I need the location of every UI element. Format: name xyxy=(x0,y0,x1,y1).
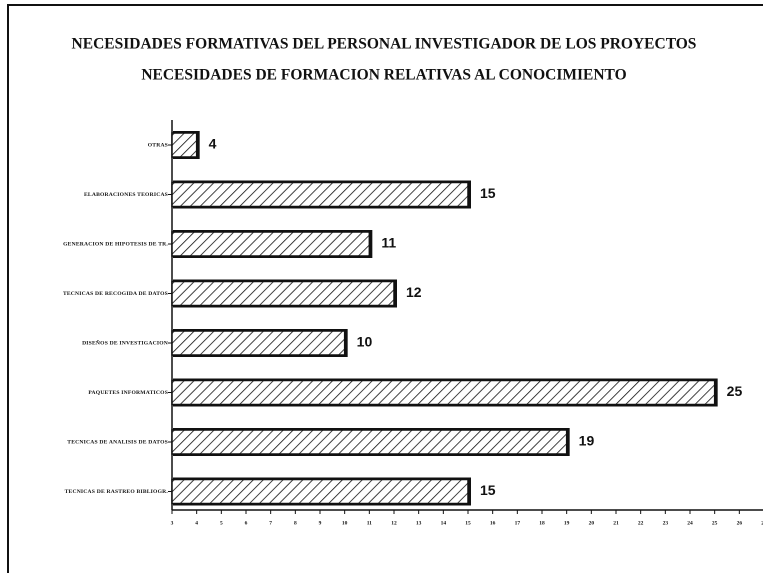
bar xyxy=(171,429,568,455)
x-tick-label: 4 xyxy=(195,520,198,526)
x-tick-label: 22 xyxy=(638,520,644,526)
value-label: 25 xyxy=(727,383,743,399)
x-tick-label: 20 xyxy=(589,520,595,526)
bar xyxy=(171,280,395,307)
x-tick-label: 19 xyxy=(564,520,570,526)
x-tick-label: 11 xyxy=(367,520,372,526)
y-tick-label: ELABORACIONES TEORICAS xyxy=(84,192,168,198)
x-tick-label: 5 xyxy=(220,520,223,526)
y-tick-label: GENERACION DE HIPOTESIS DE TR. xyxy=(63,241,168,247)
x-tick-label: 14 xyxy=(441,520,447,526)
y-tick-label: TECNICAS DE RASTREO BIBLIOGR. xyxy=(65,489,169,495)
y-tick-label: TECNICAS DE ANALISIS DE DATOS xyxy=(67,439,168,445)
bar xyxy=(171,330,346,356)
x-tick-label: 3 xyxy=(171,520,174,526)
x-tick-label: 7 xyxy=(269,520,272,526)
x-tick-label: 27 xyxy=(761,520,763,526)
value-label: 15 xyxy=(480,185,496,201)
frame xyxy=(7,4,763,573)
y-tick-label: OTRAS xyxy=(148,142,168,148)
x-tick-label: 10 xyxy=(342,520,348,526)
bar xyxy=(171,231,371,257)
chart-title: NECESIDADES FORMATIVAS DEL PERSONAL INVE… xyxy=(72,36,697,53)
x-tick-label: 8 xyxy=(294,520,297,526)
x-tick-label: 13 xyxy=(416,520,422,526)
x-tick-label: 9 xyxy=(319,520,322,526)
y-tick-label: TECNICAS DE RECOGIDA DE DATOS xyxy=(63,291,168,297)
x-tick-label: 26 xyxy=(737,520,743,526)
x-tick-label: 17 xyxy=(515,520,521,526)
x-tick-label: 21 xyxy=(613,520,619,526)
value-label: 19 xyxy=(579,433,595,449)
y-tick-label: DISEÑOS DE INVESTIGACION xyxy=(82,338,168,346)
y-tick-label: PAQUETES INFORMATICOS xyxy=(88,390,168,396)
bar xyxy=(171,132,198,158)
x-tick-label: 12 xyxy=(391,520,397,526)
bar xyxy=(171,379,716,406)
value-label: 11 xyxy=(381,235,396,251)
x-tick-label: 25 xyxy=(712,520,718,526)
x-tick-label: 23 xyxy=(663,520,669,526)
x-tick-label: 6 xyxy=(245,520,248,526)
value-label: 4 xyxy=(209,136,217,152)
bar xyxy=(171,181,469,208)
x-tick-label: 18 xyxy=(539,520,545,526)
x-tick-label: 15 xyxy=(465,520,471,526)
bar xyxy=(171,478,469,505)
value-label: 15 xyxy=(480,482,496,498)
value-label: 12 xyxy=(406,284,422,300)
value-label: 10 xyxy=(357,334,373,350)
chart-subtitle: NECESIDADES DE FORMACION RELATIVAS AL CO… xyxy=(141,67,626,84)
x-tick-label: 24 xyxy=(687,520,693,526)
x-tick-label: 16 xyxy=(490,520,496,526)
